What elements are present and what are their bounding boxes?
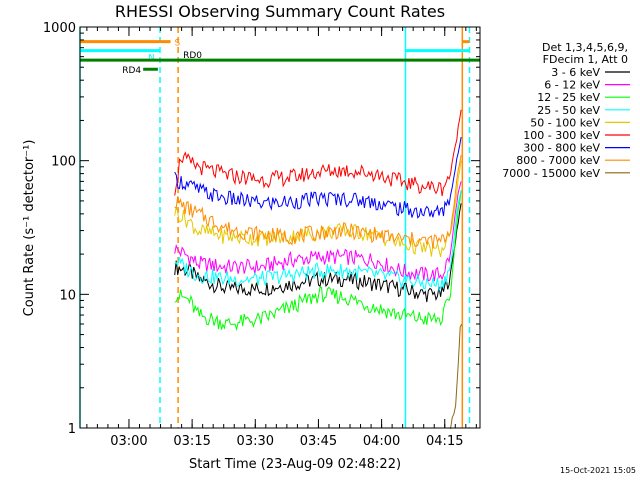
legend-header: FDecim 1, Att 0 [543,53,628,66]
legend-entry-label: 25 - 50 keV [537,104,600,117]
y-tick-label: 1000 [43,21,76,36]
series-line [174,190,462,332]
y-tick-label: 1 [68,422,76,437]
flag-label: RD0 [183,51,202,61]
x-tick-label: 03:15 [173,434,210,449]
vertical-markers [79,27,471,428]
legend-entry-label: 12 - 25 keV [537,91,600,104]
y-tick-label: 10 [59,288,76,303]
flag-lines: SNRD0RD4 [80,39,480,76]
series-line [174,155,462,249]
legend: Det 1,3,4,5,6,9,FDecim 1, Att 03 - 6 keV… [502,41,630,180]
x-axis: 03:00 03:15 03:30 03:45 04:00 04:15 [86,27,477,449]
timestamp: 15-Oct-2021 15:05 [560,466,636,475]
series-line [174,137,462,219]
y-axis: 1 10 100 1000 [43,21,480,437]
legend-entry-label: 6 - 12 keV [544,79,600,92]
x-tick-label: 03:30 [237,434,274,449]
flag-label: RD4 [122,66,141,76]
legend-entry-label: 50 - 100 keV [530,116,600,129]
series-line [174,109,462,197]
x-tick-label: 04:00 [363,434,400,449]
legend-entry-label: 7000 - 15000 keV [502,167,600,180]
x-axis-label: Start Time (23-Aug-09 02:48:22) [189,457,401,472]
legend-header: Det 1,3,4,5,6,9, [542,41,628,54]
series-line [174,190,462,293]
x-tick-label: 03:00 [110,434,147,449]
legend-entry-label: 800 - 7000 keV [516,154,600,167]
series-layer [174,109,462,429]
x-tick-label: 03:45 [300,434,337,449]
chart-title: RHESSI Observing Summary Count Rates [115,2,445,21]
legend-entry-label: 300 - 800 keV [523,142,600,155]
plot-frame [79,26,481,429]
flag-label: S [175,39,181,49]
legend-entry-label: 3 - 6 keV [551,66,600,79]
y-axis-label: Count Rate (s⁻¹ detector⁻¹) [22,140,37,317]
y-tick-label: 100 [51,155,76,170]
series-line [450,323,462,429]
x-tick-label: 04:15 [426,434,463,449]
legend-entry-label: 100 - 300 keV [523,129,600,142]
series-line [174,181,462,282]
series-line [174,203,462,303]
